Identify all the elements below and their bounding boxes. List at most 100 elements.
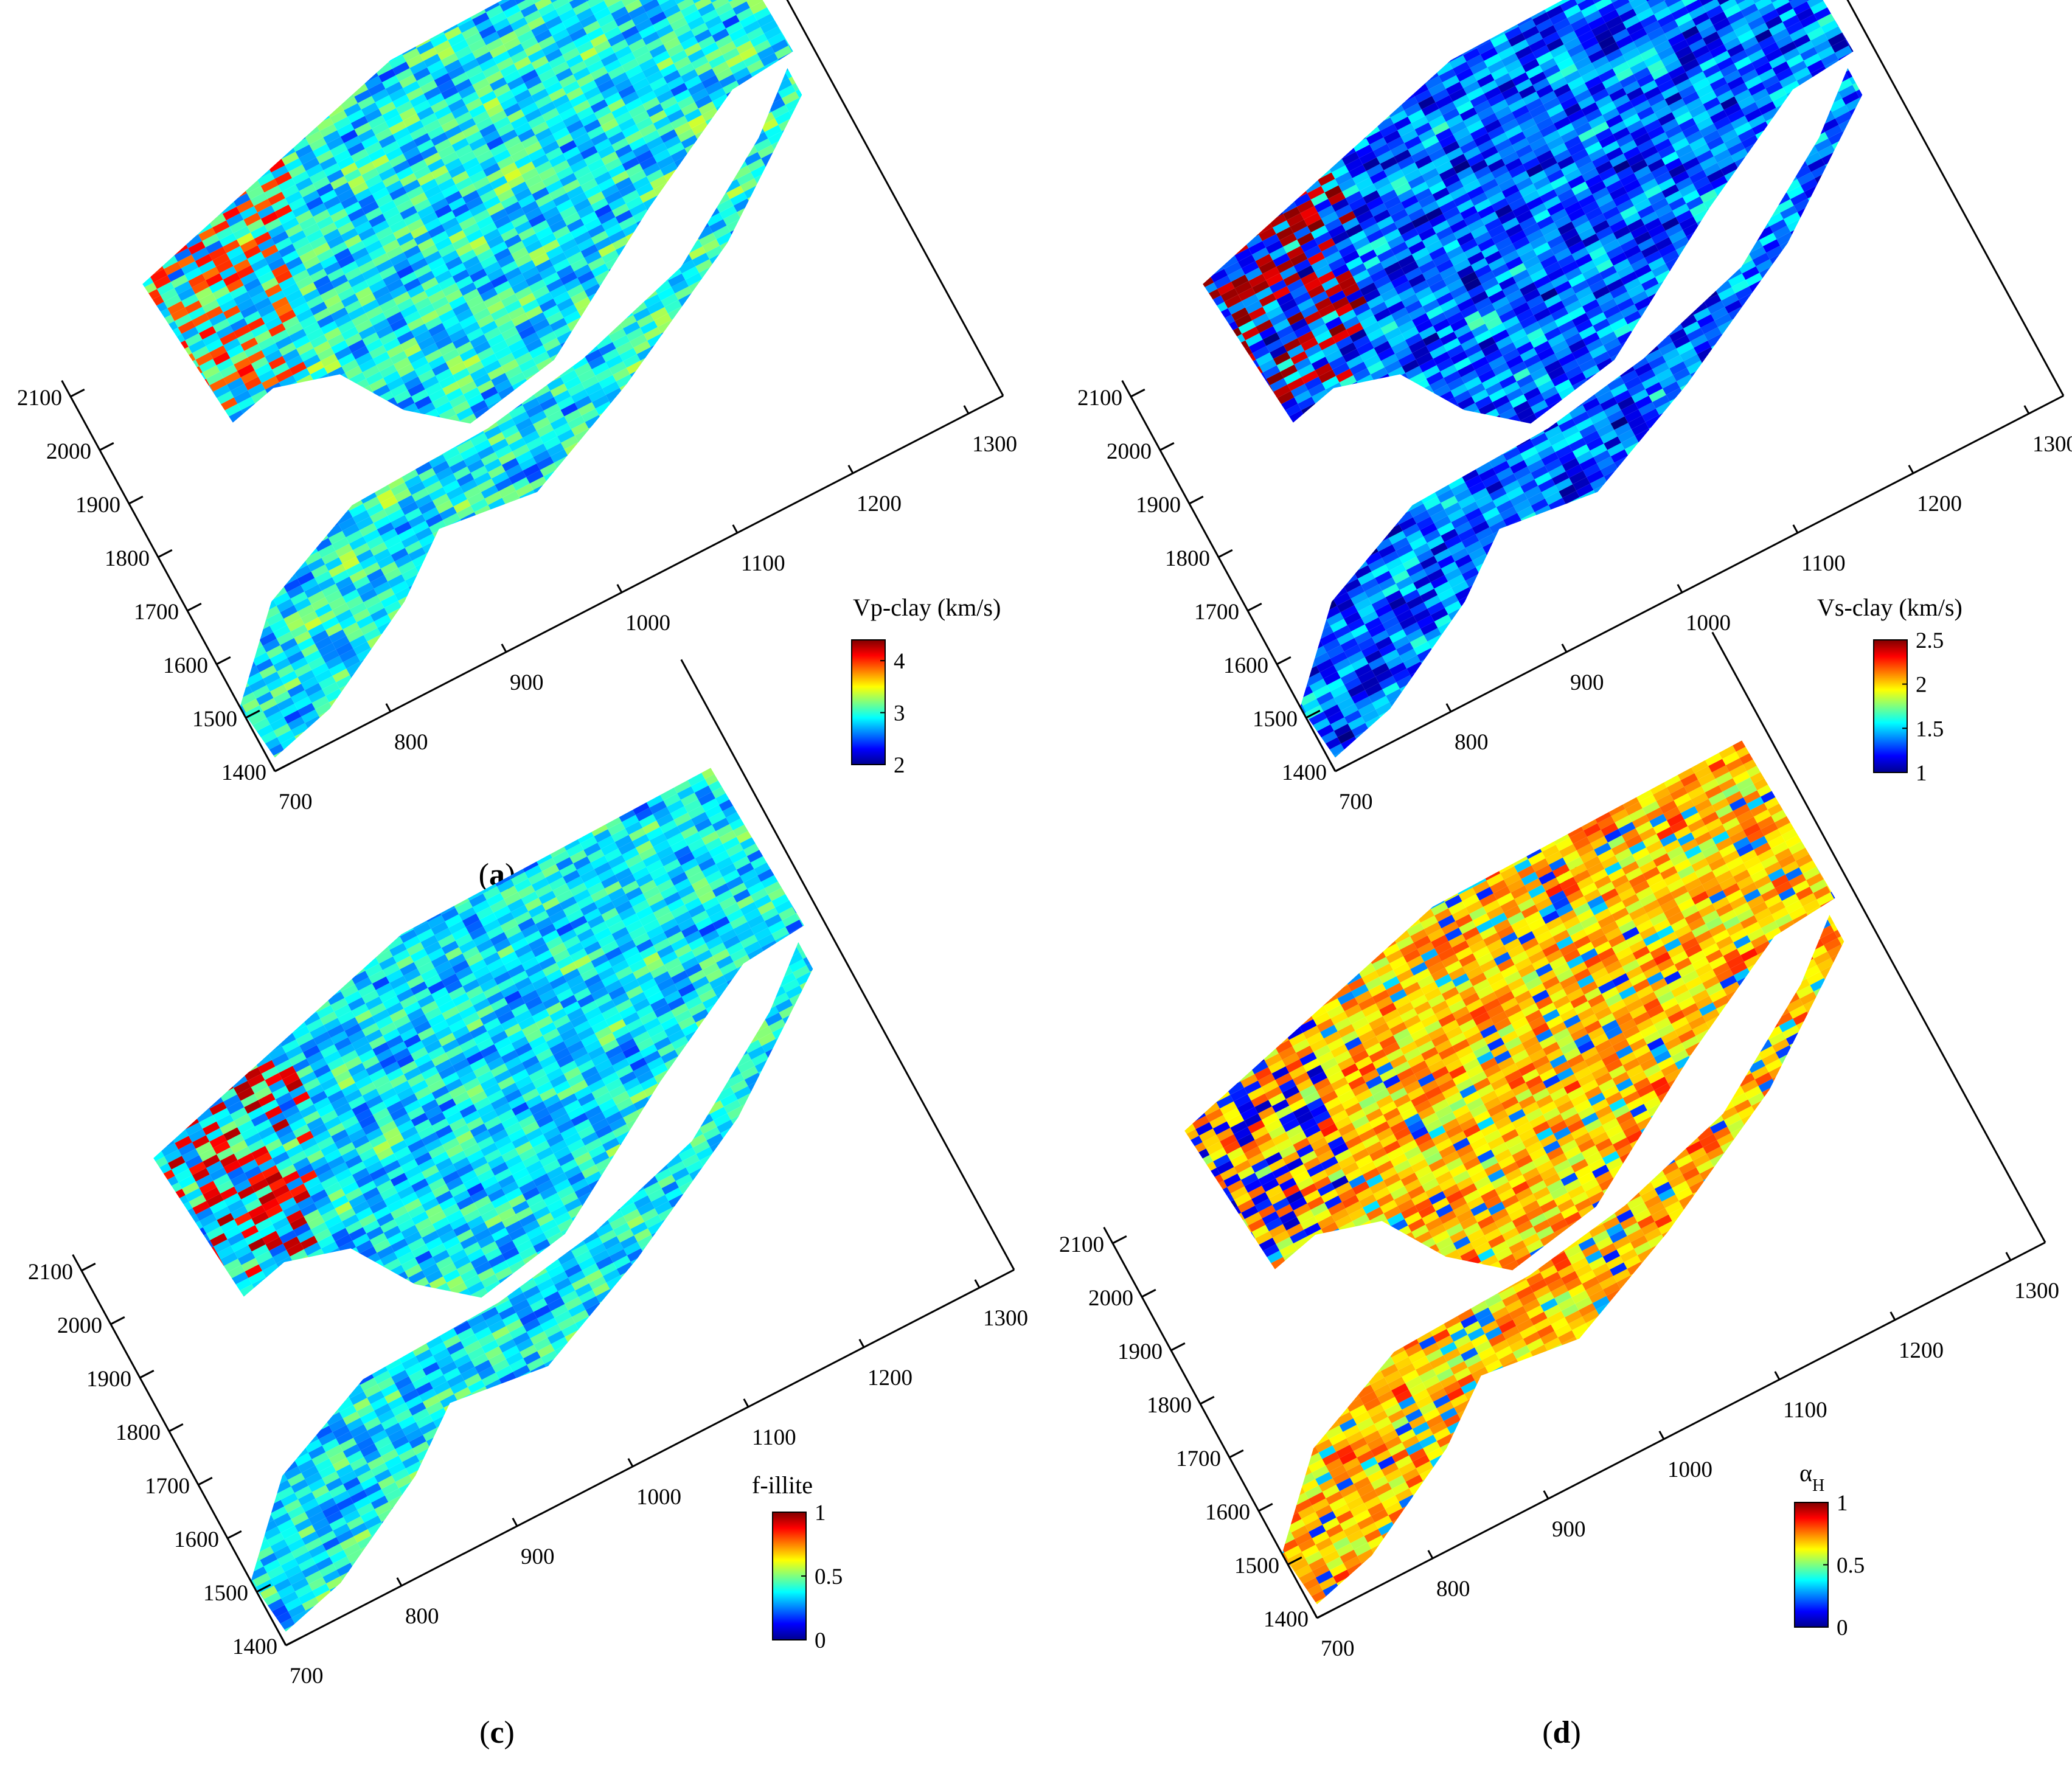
y-tick-label: 2000	[1088, 1286, 1133, 1311]
y-tick-label: 1400	[232, 1634, 277, 1659]
y-tick-mark	[1316, 1609, 1332, 1619]
x-tick-label: 800	[394, 730, 428, 755]
x-tick-mark	[501, 644, 507, 653]
colorbar-gradient	[851, 639, 886, 765]
colorbar-b: 2.5 2 1.5 1 Vs-clay (km/s)	[1817, 594, 1962, 786]
y-tick-label: 2000	[57, 1313, 102, 1338]
y-tick-label: 1800	[116, 1420, 161, 1445]
y-tick-mark	[139, 1369, 155, 1379]
y-tick-mark	[216, 656, 231, 665]
x-tick-label: 700	[1321, 1636, 1355, 1661]
y-tick-label: 1400	[1264, 1607, 1309, 1632]
x-tick-mark	[732, 524, 739, 533]
x-tick-mark	[1774, 1371, 1781, 1380]
x-tick-mark	[1330, 763, 1337, 772]
y-tick-mark	[274, 763, 290, 772]
colorbar-gradient	[772, 1512, 807, 1640]
y-tick-label: 1400	[221, 760, 266, 785]
y-tick-label: 1800	[1165, 546, 1210, 571]
y-tick-label: 2100	[17, 386, 62, 411]
y-tick-label: 1500	[1234, 1554, 1279, 1578]
x-tick-mark	[847, 465, 854, 474]
colorbar-gradient	[1794, 1502, 1829, 1628]
y-tick-mark	[1200, 1395, 1215, 1405]
colorbar-d: 1 0.5 0 αH	[1794, 1459, 1865, 1640]
x-tick-label: 1200	[1899, 1338, 1944, 1363]
x-tick-label: 1100	[752, 1425, 796, 1450]
y-tick-mark	[1141, 1288, 1156, 1298]
y-tick-label: 1900	[1136, 493, 1181, 518]
x-tick-mark	[1792, 524, 1799, 533]
y-tick-label: 1600	[163, 653, 208, 678]
y-tick-mark	[70, 388, 85, 398]
x-tick-mark	[627, 1458, 634, 1467]
x-tick-mark	[269, 763, 276, 772]
y-tick-label: 1500	[1253, 707, 1298, 732]
x-tick-label: 1000	[625, 611, 670, 636]
x-tick-label: 700	[279, 790, 313, 814]
x-tick-label: 1200	[857, 491, 902, 516]
heatmap-b	[1203, 0, 1863, 758]
y-tick-label: 1700	[134, 600, 179, 625]
colorbar-tick-label: 4	[894, 649, 905, 674]
y-tick-mark	[81, 1262, 96, 1272]
x-tick-mark	[1543, 1490, 1549, 1499]
side-axis-line	[786, 0, 1004, 397]
x-tick-mark	[385, 703, 392, 712]
y-tick-mark	[1159, 442, 1175, 451]
colorbar-tick-label: 2	[894, 753, 905, 778]
colorbar-title: Vs-clay (km/s)	[1817, 594, 1962, 621]
y-axis-line	[1103, 1226, 1318, 1619]
colorbar-title: αH	[1799, 1459, 1824, 1495]
x-tick-label: 1300	[972, 432, 1017, 457]
colorbar-tick-label: 1.5	[1916, 717, 1944, 741]
x-tick-mark	[1312, 1609, 1318, 1619]
colorbar-c: 1 0.5 0 f-illite	[752, 1471, 843, 1653]
colorbar-tick-label: 1	[1916, 761, 1927, 786]
y-tick-mark	[187, 602, 202, 612]
x-tick-mark	[1445, 703, 1452, 712]
heatmap-d	[1184, 740, 1844, 1605]
colorbar-tick-label: 0.5	[815, 1564, 843, 1589]
panel-caption-d: (d)	[1542, 1715, 1581, 1750]
x-tick-mark	[1908, 465, 1914, 474]
x-tick-mark	[963, 405, 970, 414]
y-tick-label: 2100	[1077, 386, 1122, 411]
x-tick-label: 1100	[1783, 1398, 1827, 1423]
x-tick-label: 1000	[1667, 1457, 1712, 1482]
x-tick-label: 1000	[1686, 611, 1731, 636]
x-tick-mark	[1889, 1311, 1896, 1321]
heatmap-c	[153, 768, 813, 1632]
y-tick-label: 2100	[1059, 1232, 1104, 1257]
colorbar-title: f-illite	[752, 1471, 813, 1499]
colorbar-tick-label: 1	[1837, 1491, 1848, 1516]
y-tick-label: 1600	[1223, 653, 1268, 678]
x-tick-mark	[2023, 405, 2030, 414]
y-tick-mark	[1189, 495, 1204, 505]
y-tick-label: 2000	[46, 439, 91, 464]
x-tick-label: 900	[1552, 1517, 1586, 1542]
y-tick-mark	[158, 549, 173, 558]
y-tick-mark	[1170, 1342, 1186, 1352]
x-tick-mark	[616, 584, 623, 593]
y-tick-label: 1600	[174, 1527, 219, 1552]
x-tick-label: 800	[1436, 1577, 1470, 1602]
y-tick-mark	[169, 1423, 184, 1432]
panel-caption-c: (c)	[479, 1715, 515, 1750]
panel-c: 7008009001000110012001300140015001600170…	[28, 659, 1028, 1750]
y-tick-mark	[1335, 763, 1350, 772]
y-tick-label: 1700	[145, 1474, 190, 1499]
side-axis-line	[1846, 0, 2065, 397]
x-tick-mark	[396, 1577, 403, 1586]
x-tick-label: 1200	[1917, 491, 1962, 516]
x-tick-label: 900	[1570, 670, 1604, 695]
x-tick-mark	[512, 1518, 518, 1527]
y-tick-label: 1900	[75, 493, 120, 518]
x-tick-label: 1300	[2032, 432, 2072, 457]
y-tick-label: 1500	[203, 1581, 248, 1606]
x-tick-label: 900	[510, 670, 544, 695]
y-tick-label: 1600	[1205, 1500, 1250, 1525]
x-axis-line	[274, 395, 1004, 772]
colorbar-tick-label: 2	[1916, 673, 1927, 698]
y-tick-mark	[1229, 1449, 1244, 1459]
